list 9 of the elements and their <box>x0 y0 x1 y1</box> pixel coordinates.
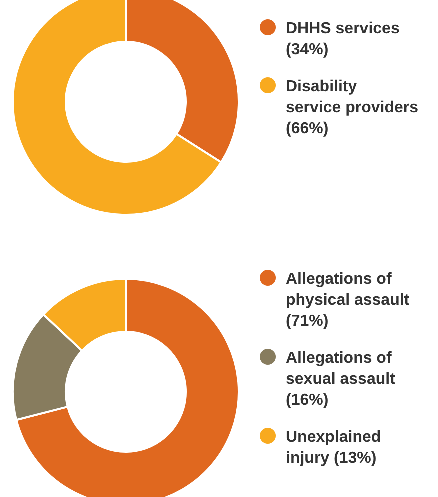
data-label: (16%) <box>286 392 329 409</box>
legend-label: DHHS services <box>286 20 400 38</box>
data-label: (34%) <box>286 42 329 58</box>
legend-label: Allegations of physical assault <box>286 271 410 309</box>
legend-label: Unexplained injury (13%) <box>286 429 382 467</box>
legend-label: Allegations of sexual assault <box>286 350 396 388</box>
legend-label: Disability service providers <box>286 78 419 116</box>
data-label: (66%) <box>286 120 329 138</box>
data-label: (71%) <box>286 313 329 330</box>
